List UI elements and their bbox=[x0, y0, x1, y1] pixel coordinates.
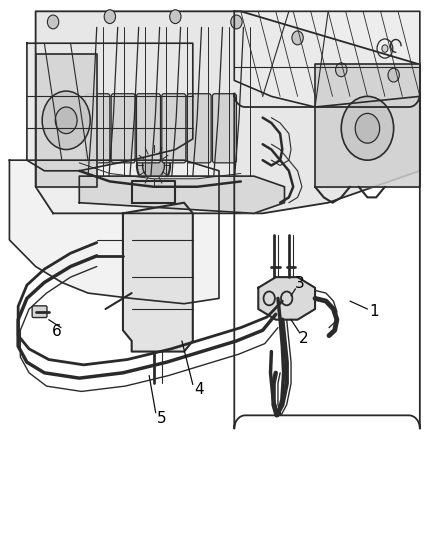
Polygon shape bbox=[258, 277, 315, 320]
FancyBboxPatch shape bbox=[111, 94, 135, 163]
FancyBboxPatch shape bbox=[86, 94, 110, 163]
Circle shape bbox=[55, 107, 77, 134]
Polygon shape bbox=[123, 203, 193, 352]
Circle shape bbox=[377, 39, 393, 58]
FancyBboxPatch shape bbox=[162, 94, 186, 163]
Circle shape bbox=[47, 15, 59, 29]
Polygon shape bbox=[27, 43, 193, 171]
Polygon shape bbox=[35, 11, 420, 213]
Circle shape bbox=[104, 10, 116, 23]
Circle shape bbox=[341, 96, 394, 160]
Polygon shape bbox=[79, 176, 285, 213]
Polygon shape bbox=[234, 11, 420, 107]
Text: 4: 4 bbox=[194, 382, 204, 397]
Polygon shape bbox=[10, 160, 219, 304]
Text: 5: 5 bbox=[156, 410, 166, 425]
FancyBboxPatch shape bbox=[32, 306, 47, 318]
Circle shape bbox=[137, 146, 170, 185]
Circle shape bbox=[143, 152, 164, 179]
Circle shape bbox=[231, 15, 242, 29]
Polygon shape bbox=[315, 64, 420, 187]
Circle shape bbox=[388, 68, 399, 82]
Polygon shape bbox=[132, 181, 175, 203]
FancyBboxPatch shape bbox=[212, 94, 237, 163]
Circle shape bbox=[170, 10, 181, 23]
Text: 1: 1 bbox=[369, 304, 379, 319]
Circle shape bbox=[42, 91, 90, 150]
FancyBboxPatch shape bbox=[187, 94, 211, 163]
Text: 3: 3 bbox=[295, 276, 305, 291]
Circle shape bbox=[292, 31, 303, 45]
Circle shape bbox=[382, 45, 388, 52]
Circle shape bbox=[355, 114, 380, 143]
Text: 6: 6 bbox=[52, 324, 61, 339]
Polygon shape bbox=[35, 54, 97, 187]
Circle shape bbox=[336, 63, 347, 77]
Text: 2: 2 bbox=[299, 331, 309, 346]
FancyBboxPatch shape bbox=[137, 94, 160, 163]
